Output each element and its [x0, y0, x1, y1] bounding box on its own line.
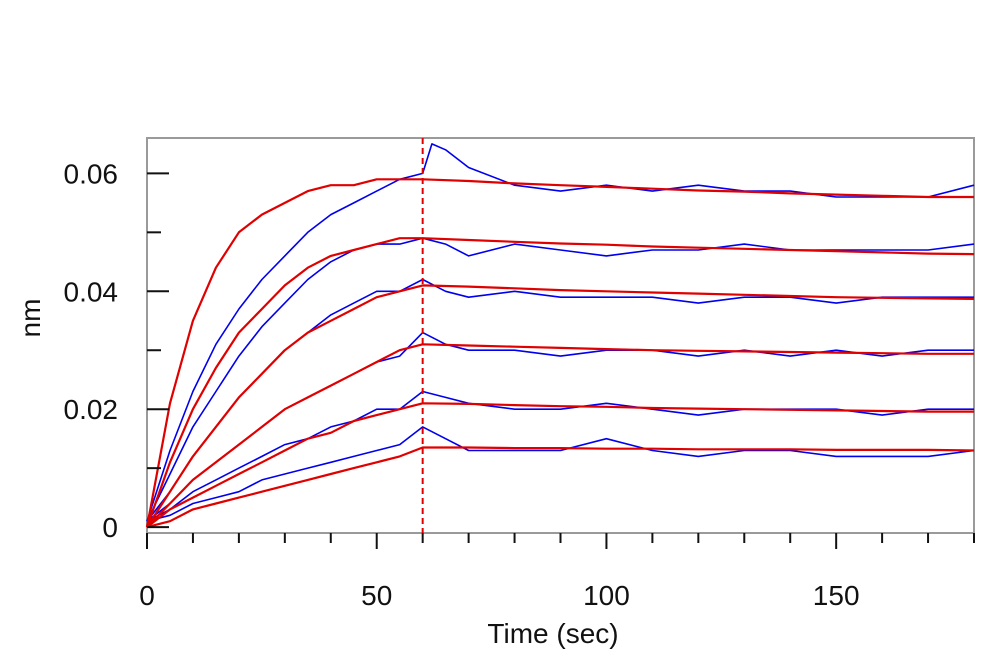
measured-curve-6 [146, 426, 975, 522]
x-axis-label: Time (sec) [487, 618, 618, 649]
series-layer [145, 143, 975, 529]
x-tick-label: 0 [139, 580, 155, 611]
measured-curve-1 [146, 143, 975, 522]
y-axis-label: nm [15, 299, 46, 338]
fit-curve-6 [146, 446, 975, 529]
x-tick-label: 50 [361, 580, 392, 611]
fit-curve-3 [146, 284, 975, 528]
y-tick-label: 0.02 [64, 394, 119, 425]
fit-curve-4 [146, 343, 974, 528]
x-tick-label: 150 [813, 580, 860, 611]
x-tick-label: 100 [583, 580, 630, 611]
y-tick-label: 0.04 [64, 276, 119, 307]
y-tick-label: 0.06 [64, 158, 119, 189]
y-tick-label: 0 [102, 512, 118, 543]
axis-layer: 0 50 100 150 0 0.02 0.04 0.06 [64, 158, 975, 611]
